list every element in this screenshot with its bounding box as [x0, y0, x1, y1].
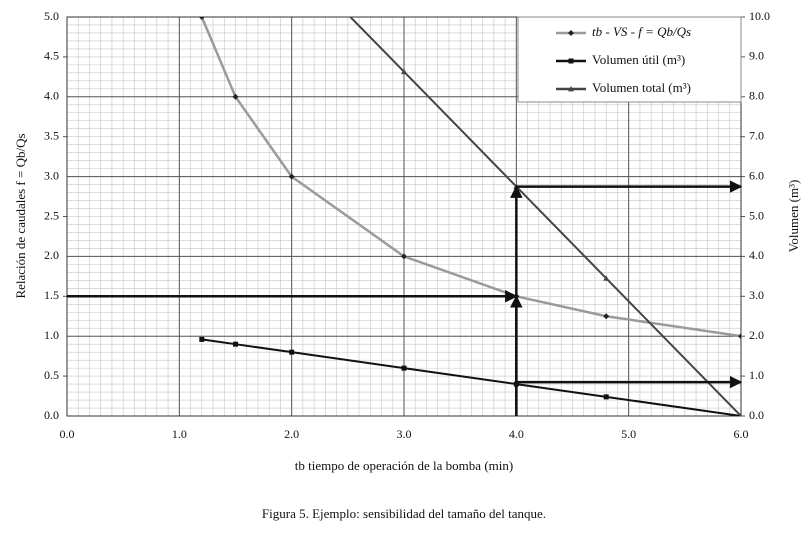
- y2-tick-label: 4.0: [749, 248, 764, 262]
- y2-tick-label: 7.0: [749, 128, 764, 142]
- caption: Figura 5. Ejemplo: sensibilidad del tama…: [262, 506, 546, 521]
- y2-axis-label: Volumen (m³): [786, 180, 801, 253]
- point-marker: [289, 349, 295, 355]
- point-marker: [199, 336, 205, 342]
- x-tick-label: 3.0: [397, 427, 412, 441]
- point-marker: [233, 341, 238, 347]
- y2-tick-label: 5.0: [749, 208, 764, 222]
- legend-label: Volumen total (m³): [592, 80, 691, 95]
- y-axis-label: Relación de caudales f = Qb/Qs: [13, 133, 28, 298]
- point-marker: [739, 413, 741, 416]
- x-axis-label: tb tiempo de operación de la bomba (min): [295, 458, 513, 473]
- point-marker: [603, 275, 610, 281]
- point-marker: [568, 58, 574, 64]
- y-tick-label: 3.5: [44, 128, 59, 142]
- y-tick-label: 4.5: [44, 49, 59, 63]
- y2-tick-label: 6.0: [749, 168, 764, 182]
- x-tick-label: 5.0: [621, 427, 636, 441]
- y-tick-label: 5.0: [44, 9, 59, 23]
- y-tick-label: 0.0: [44, 408, 59, 422]
- y2-tick-label: 0.0: [749, 408, 764, 422]
- y-tick-label: 1.0: [44, 328, 59, 342]
- y2-tick-label: 2.0: [749, 328, 764, 342]
- y2-tick-label: 9.0: [749, 49, 764, 63]
- point-marker: [198, 17, 205, 20]
- point-marker: [288, 173, 295, 180]
- y-tick-label: 1.5: [44, 288, 59, 302]
- legend-label: tb - VS - f = Qb/Qs: [592, 24, 691, 39]
- y2-tick-label: 3.0: [749, 288, 764, 302]
- point-marker: [568, 30, 574, 36]
- x-tick-label: 4.0: [509, 427, 524, 441]
- point-marker: [401, 68, 407, 75]
- point-marker: [401, 253, 407, 260]
- point-marker: [401, 365, 407, 371]
- y-tick-label: 0.5: [44, 368, 59, 382]
- x-tick-label: 2.0: [284, 427, 299, 441]
- plot-border: [66, 16, 742, 417]
- point-marker: [738, 333, 741, 340]
- point-marker: [603, 313, 610, 320]
- point-marker: [232, 93, 239, 100]
- x-tick-label: 6.0: [734, 427, 749, 441]
- x-tick-label: 1.0: [172, 427, 187, 441]
- y2-tick-label: 10.0: [749, 9, 770, 23]
- x-tick-label: 0.0: [60, 427, 75, 441]
- legend-label: Volumen útil (m³): [592, 52, 685, 67]
- point-marker: [568, 86, 574, 92]
- y-tick-label: 4.0: [44, 89, 59, 103]
- y-tick-label: 2.5: [44, 208, 59, 222]
- point-marker: [603, 394, 609, 400]
- y2-tick-label: 1.0: [749, 368, 764, 382]
- y-tick-label: 3.0: [44, 168, 59, 182]
- y2-tick-label: 8.0: [749, 89, 764, 103]
- y-tick-label: 2.0: [44, 248, 59, 262]
- legend-box: [517, 16, 742, 103]
